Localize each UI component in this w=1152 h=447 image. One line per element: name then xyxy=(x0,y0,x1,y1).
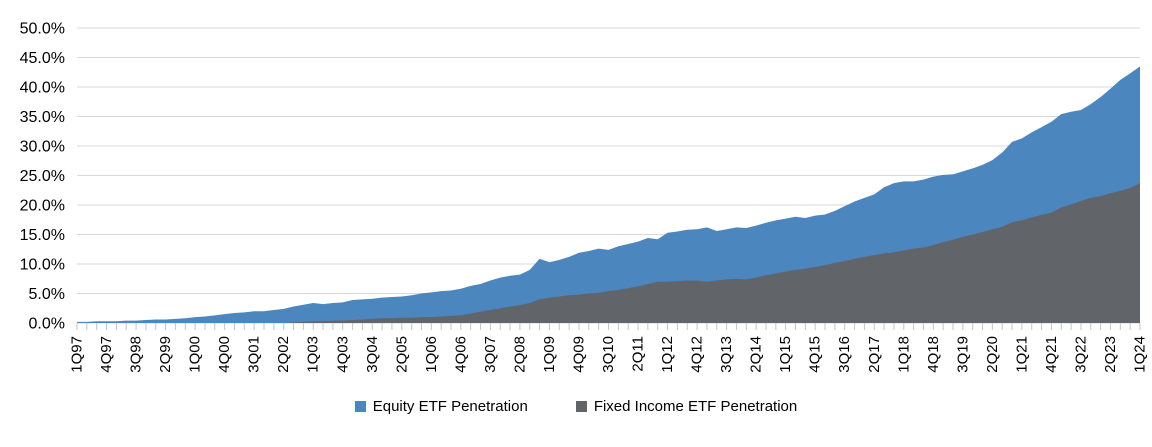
x-axis-tick-label: 3Q16 xyxy=(836,336,853,373)
fixed-income-legend-label: Fixed Income ETF Penetration xyxy=(593,398,798,415)
x-axis-tick-label: 2Q08 xyxy=(511,336,528,373)
y-axis-tick-label: 5.0% xyxy=(29,286,65,303)
x-axis-tick-label: 2Q05 xyxy=(393,336,410,373)
fixed-income-legend-swatch-icon xyxy=(575,401,587,412)
y-axis-tick-label: 30.0% xyxy=(20,139,65,156)
x-axis-tick-label: 2Q14 xyxy=(748,336,765,373)
x-axis-tick-label: 4Q18 xyxy=(925,336,942,373)
x-axis-tick-label: 4Q00 xyxy=(216,336,233,373)
x-axis-tick-label: 3Q98 xyxy=(128,336,145,373)
y-axis-tick-label: 15.0% xyxy=(20,227,65,244)
x-axis-tick-label: 1Q24 xyxy=(1132,336,1149,373)
x-axis-tick-label: 1Q21 xyxy=(1013,336,1030,373)
x-axis-tick-label: 1Q97 xyxy=(69,336,86,373)
x-axis-tick-label: 4Q97 xyxy=(98,336,115,373)
x-axis-tick-label: 3Q13 xyxy=(718,336,735,373)
x-axis-tick-label: 1Q18 xyxy=(895,336,912,373)
x-axis-tick-label: 2Q17 xyxy=(866,336,883,373)
x-axis-tick-label: 4Q15 xyxy=(807,336,824,373)
legend-item-equity: Equity ETF Penetration xyxy=(354,398,528,415)
x-axis-tick-label: 3Q10 xyxy=(600,336,617,373)
x-axis-tick-label: 2Q02 xyxy=(275,336,292,373)
x-axis-tick-label: 3Q19 xyxy=(954,336,971,373)
x-axis-tick-label: 1Q00 xyxy=(187,336,204,373)
fixed-income-area-series xyxy=(77,183,1140,323)
chart-plot-area: 0.0% 5.0% 10.0% 15.0% 20.0% 25.0% 30.0% 35.0% 40… xyxy=(20,21,1149,373)
x-axis-tick-label: 1Q15 xyxy=(777,336,794,373)
x-axis-tick-label: 2Q20 xyxy=(984,336,1001,373)
y-axis-tick-label: 40.0% xyxy=(20,80,65,97)
x-axis-tick-label: 4Q06 xyxy=(452,336,469,373)
x-axis-tick-label: 4Q09 xyxy=(570,336,587,373)
chart-legend: Equity ETF Penetration Fixed Income ETF … xyxy=(0,399,1152,414)
x-axis-tick-label: 1Q12 xyxy=(659,336,676,373)
y-axis-tick-label: 10.0% xyxy=(20,257,65,274)
x-axis-tick-label: 2Q99 xyxy=(157,336,174,373)
y-axis-tick-label: 25.0% xyxy=(20,168,65,185)
x-axis-tick-label: 3Q04 xyxy=(364,336,381,373)
x-axis-tick-label: 1Q06 xyxy=(423,336,440,373)
x-axis-tick-label: 3Q07 xyxy=(482,336,499,373)
y-axis-tick-label: 0.0% xyxy=(29,316,65,333)
y-axis-tick-label: 50.0% xyxy=(20,21,65,38)
y-axis-tick-label: 35.0% xyxy=(20,109,65,126)
x-axis-tick-label: 1Q03 xyxy=(305,336,322,373)
x-axis-tick-label: 2Q23 xyxy=(1102,336,1119,373)
x-axis-tick-label: 2Q11 xyxy=(630,336,647,372)
x-axis-tick-label: 1Q09 xyxy=(541,336,558,373)
equity-legend-label: Equity ETF Penetration xyxy=(372,398,528,415)
x-axis-tick-label: 3Q22 xyxy=(1072,336,1089,373)
x-axis-tick-label: 4Q21 xyxy=(1043,336,1060,373)
legend-item-fixed-income: Fixed Income ETF Penetration xyxy=(575,398,798,415)
equity-legend-swatch-icon xyxy=(354,401,366,412)
x-axis-tick-label: 3Q01 xyxy=(246,336,263,373)
y-axis-tick-label: 20.0% xyxy=(20,198,65,215)
x-axis-tick-label: 4Q12 xyxy=(689,336,706,373)
x-axis-tick-label: 4Q03 xyxy=(334,336,351,373)
y-axis-tick-label: 45.0% xyxy=(20,50,65,67)
